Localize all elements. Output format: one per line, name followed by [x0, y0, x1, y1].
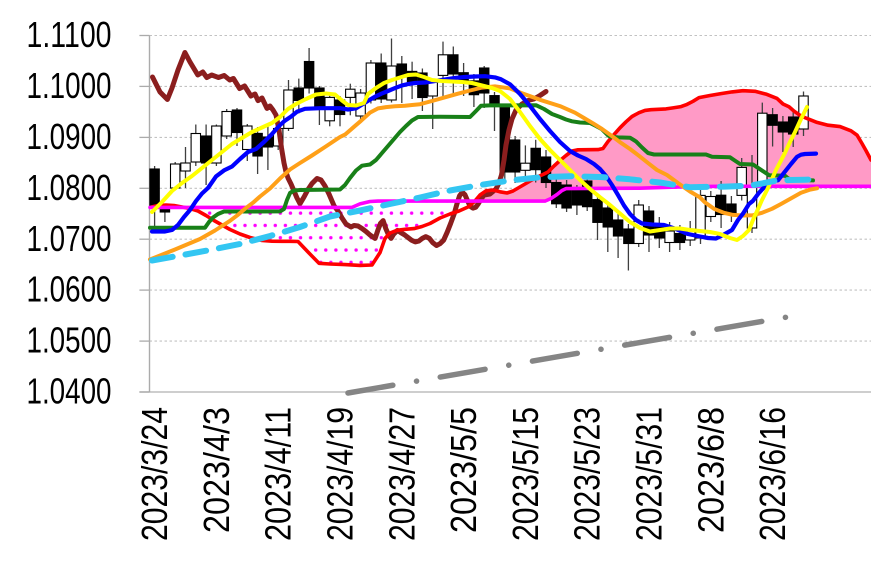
svg-text:2023/4/11: 2023/4/11	[258, 407, 299, 541]
svg-text:1.0900: 1.0900	[27, 116, 112, 157]
svg-text:2023/4/27: 2023/4/27	[381, 407, 422, 541]
svg-text:2023/5/31: 2023/5/31	[629, 407, 670, 541]
svg-text:1.0500: 1.0500	[27, 320, 112, 361]
svg-text:2023/5/23: 2023/5/23	[567, 407, 608, 541]
svg-text:1.0400: 1.0400	[27, 371, 112, 412]
svg-text:1.1000: 1.1000	[27, 65, 112, 106]
svg-text:2023/4/3: 2023/4/3	[196, 407, 237, 533]
svg-text:2023/4/19: 2023/4/19	[320, 407, 361, 541]
svg-text:2023/6/8: 2023/6/8	[690, 407, 731, 533]
svg-text:2023/6/16: 2023/6/16	[752, 407, 793, 541]
svg-text:2023/3/24: 2023/3/24	[134, 407, 175, 541]
svg-text:2023/5/5: 2023/5/5	[443, 407, 484, 533]
svg-text:1.0600: 1.0600	[27, 269, 112, 310]
svg-text:1.1100: 1.1100	[27, 14, 112, 55]
svg-text:1.0700: 1.0700	[27, 218, 112, 259]
svg-text:2023/5/15: 2023/5/15	[505, 407, 546, 541]
svg-text:1.0800: 1.0800	[27, 167, 112, 208]
